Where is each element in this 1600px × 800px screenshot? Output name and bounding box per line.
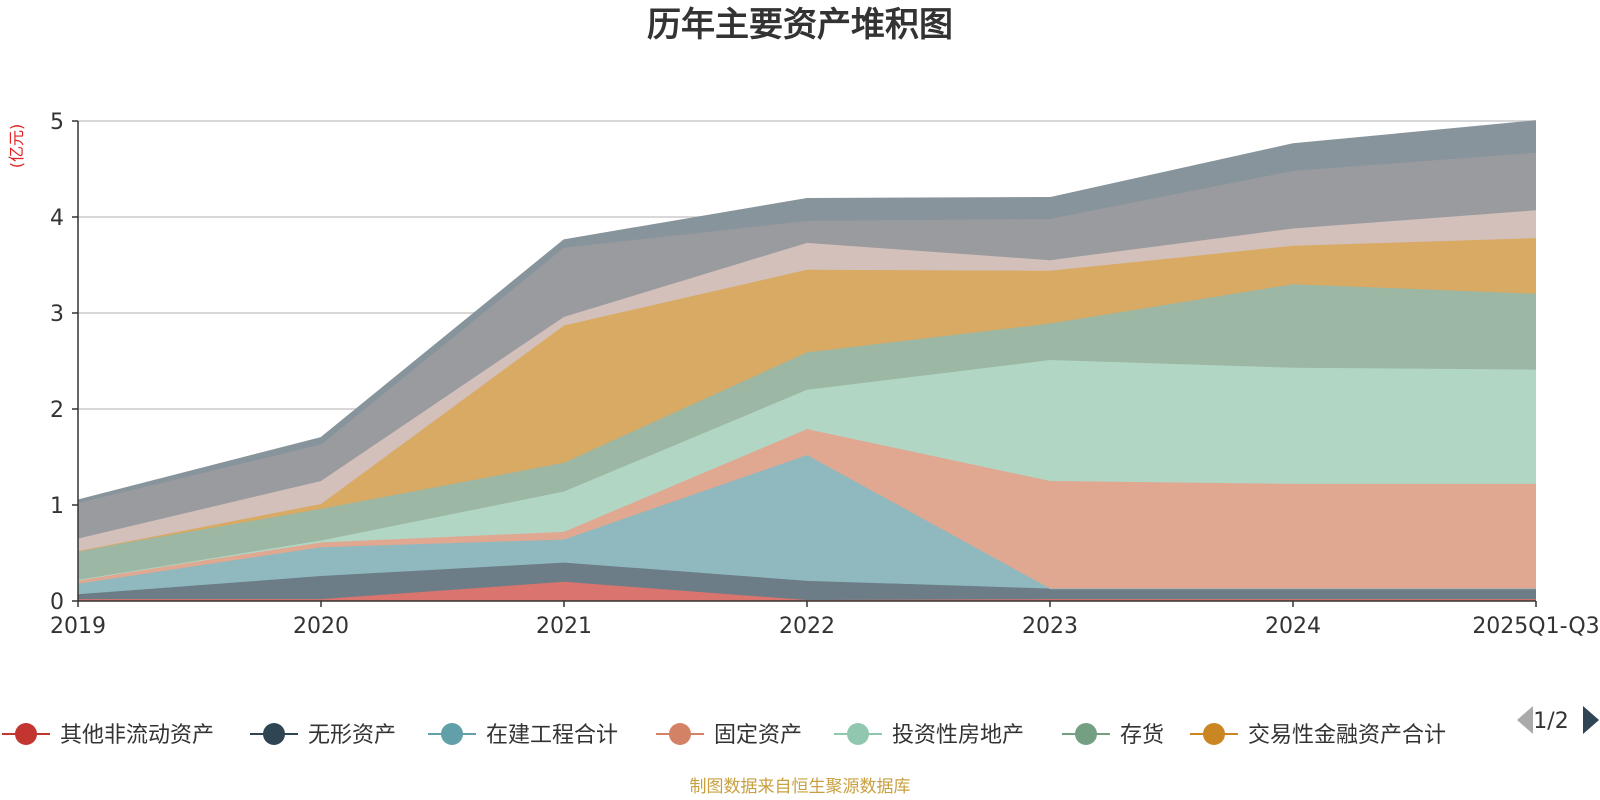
- legend-pager: 1/2: [1517, 706, 1599, 734]
- y-tick-label-5: 5: [50, 110, 64, 135]
- x-tick-label-4: 2023: [1022, 614, 1078, 639]
- area-series-5: [78, 360, 1536, 580]
- area-series-4: [78, 429, 1536, 589]
- area-series-3: [78, 455, 1536, 595]
- legend-label-7: 交易性金融资产合计: [1248, 723, 1446, 748]
- legend-item-2[interactable]: 无形资产: [250, 723, 396, 748]
- legend-item-7[interactable]: 交易性金融资产合计: [1190, 723, 1446, 748]
- legend-label-6: 存货: [1120, 723, 1164, 748]
- data-source-note: 制图数据来自恒生聚源数据库: [690, 777, 911, 797]
- x-tick-label-1: 2020: [293, 614, 349, 639]
- legend-item-5[interactable]: 投资性房地产: [834, 723, 1024, 748]
- x-tick-label-2: 2021: [536, 614, 592, 639]
- legend-item-4[interactable]: 固定资产: [656, 723, 802, 748]
- y-tick-label-0: 0: [50, 590, 64, 615]
- legend-label-1: 其他非流动资产: [60, 723, 214, 748]
- area-series-7: [78, 238, 1536, 552]
- legend-marker-5: [847, 723, 869, 745]
- legend-next-page-icon[interactable]: [1583, 706, 1599, 734]
- legend-marker-4: [669, 723, 691, 745]
- legend-label-3: 在建工程合计: [486, 723, 618, 748]
- x-tick-label-3: 2022: [779, 614, 835, 639]
- y-tick-label-1: 1: [50, 494, 64, 519]
- y-tick-label-2: 2: [50, 398, 64, 423]
- area-series-8: [78, 210, 1536, 552]
- chart-title: 历年主要资产堆积图: [647, 5, 953, 45]
- x-tick-label-0: 2019: [50, 614, 106, 639]
- legend-label-4: 固定资产: [714, 723, 802, 748]
- y-tick-label-4: 4: [50, 206, 64, 231]
- legend-marker-2: [263, 723, 285, 745]
- area-series-1: [78, 581, 1536, 601]
- area-series-edge-10: [77, 120, 1537, 501]
- legend-prev-page-icon[interactable]: [1517, 706, 1533, 734]
- legend-item-1[interactable]: 其他非流动资产: [2, 723, 214, 748]
- legend-marker-6: [1075, 723, 1097, 745]
- y-tick-label-3: 3: [50, 302, 64, 327]
- legend-item-3[interactable]: 在建工程合计: [428, 723, 618, 748]
- area-series-layer: [77, 120, 1537, 601]
- legend: 其他非流动资产 无形资产 在建工程合计 固定资产 投资性房地产 存货 交易性金融资产合计: [2, 723, 1446, 748]
- area-series-6: [78, 284, 1536, 580]
- area-series-10: [78, 121, 1536, 504]
- axes: 0 1 2 3 4 5 2019 2020 2021 2022 2023 2024 2025Q1-Q3: [50, 110, 1600, 639]
- x-tick-label-5: 2024: [1265, 614, 1321, 639]
- legend-marker-7: [1203, 723, 1225, 745]
- legend-marker-3: [441, 723, 463, 745]
- y-axis-unit-label: (亿元): [7, 124, 26, 169]
- legend-item-6[interactable]: 存货: [1062, 723, 1164, 748]
- x-tick-label-6: 2025Q1-Q3: [1472, 614, 1599, 639]
- area-series-9: [78, 152, 1536, 539]
- legend-page-indicator: 1/2: [1533, 709, 1568, 734]
- legend-marker-1: [15, 723, 37, 745]
- legend-label-2: 无形资产: [308, 723, 396, 748]
- legend-label-5: 投资性房地产: [892, 723, 1024, 748]
